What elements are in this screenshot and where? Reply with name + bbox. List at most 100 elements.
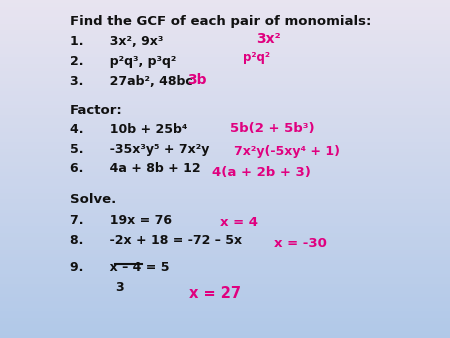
Bar (0, 74, 450, 78)
Bar (0, 277, 450, 281)
Bar (0, 98, 450, 101)
Bar (0, 284, 450, 287)
Bar (0, 0, 450, 3)
Bar (0, 149, 450, 152)
Bar (0, 41, 450, 44)
Text: 4.      10b + 25b⁴: 4. 10b + 25b⁴ (70, 123, 187, 136)
Bar (0, 3, 450, 7)
Bar (0, 183, 450, 186)
Bar (0, 152, 450, 155)
Bar (0, 71, 450, 74)
Bar (0, 20, 450, 24)
Bar (0, 88, 450, 91)
Bar (0, 240, 450, 243)
Bar (0, 68, 450, 71)
Bar (0, 199, 450, 203)
Bar (0, 108, 450, 112)
Bar (0, 220, 450, 223)
Bar (0, 294, 450, 297)
Bar (0, 324, 450, 328)
Bar (0, 331, 450, 335)
Bar (0, 105, 450, 108)
Text: 2.      p²q³, p³q²: 2. p²q³, p³q² (70, 55, 176, 68)
Bar (0, 304, 450, 308)
Bar (0, 145, 450, 149)
Text: x = 4: x = 4 (220, 216, 258, 228)
Bar (0, 270, 450, 274)
Bar (0, 51, 450, 54)
Bar (0, 216, 450, 220)
Text: 6.      4a + 8b + 12: 6. 4a + 8b + 12 (70, 162, 200, 175)
Text: 9.      x – 4 = 5: 9. x – 4 = 5 (70, 261, 169, 274)
Bar (0, 172, 450, 176)
Bar (0, 115, 450, 118)
Text: 3: 3 (115, 281, 123, 294)
Bar (0, 7, 450, 10)
Text: x = -30: x = -30 (274, 237, 328, 250)
Bar (0, 81, 450, 84)
Bar (0, 196, 450, 199)
Text: Factor:: Factor: (70, 104, 122, 117)
Bar (0, 57, 450, 61)
Text: Solve.: Solve. (70, 193, 116, 206)
Bar (0, 314, 450, 318)
Bar (0, 64, 450, 68)
Bar (0, 169, 450, 172)
Bar (0, 95, 450, 98)
Text: 1.      3x², 9x³: 1. 3x², 9x³ (70, 35, 163, 48)
Bar (0, 44, 450, 47)
Bar (0, 206, 450, 210)
Bar (0, 14, 450, 17)
Bar (0, 308, 450, 311)
Bar (0, 297, 450, 301)
Bar (0, 101, 450, 105)
Bar (0, 24, 450, 27)
Bar (0, 27, 450, 30)
Bar (0, 233, 450, 237)
Bar (0, 84, 450, 88)
Bar (0, 274, 450, 277)
Bar (0, 37, 450, 41)
Bar (0, 54, 450, 57)
Bar (0, 223, 450, 226)
Bar (0, 125, 450, 128)
Bar (0, 328, 450, 331)
Bar (0, 257, 450, 260)
Bar (0, 91, 450, 95)
Bar (0, 122, 450, 125)
Bar (0, 135, 450, 139)
Bar (0, 301, 450, 304)
Bar (0, 318, 450, 321)
Bar (0, 237, 450, 240)
Bar (0, 162, 450, 166)
Bar (0, 311, 450, 314)
Text: 4(a + 2b + 3): 4(a + 2b + 3) (212, 166, 310, 178)
Bar (0, 281, 450, 284)
Text: Find the GCF of each pair of monomials:: Find the GCF of each pair of monomials: (70, 15, 371, 28)
Bar (0, 139, 450, 142)
Bar (0, 230, 450, 233)
Bar (0, 287, 450, 291)
Bar (0, 17, 450, 20)
Text: 3b: 3b (187, 73, 206, 87)
Bar (0, 30, 450, 34)
Bar (0, 155, 450, 159)
Bar (0, 260, 450, 264)
Text: 3.      27ab², 48bc: 3. 27ab², 48bc (70, 75, 193, 88)
Bar (0, 128, 450, 132)
Bar (0, 213, 450, 216)
Bar (0, 179, 450, 183)
Text: 3x²: 3x² (256, 32, 281, 46)
Bar (0, 176, 450, 179)
Text: 8.      -2x + 18 = -72 – 5x: 8. -2x + 18 = -72 – 5x (70, 234, 242, 247)
Bar (0, 335, 450, 338)
Text: x = 27: x = 27 (189, 286, 241, 300)
Bar (0, 47, 450, 51)
Bar (0, 159, 450, 162)
Text: 7x²y(-5xy⁴ + 1): 7x²y(-5xy⁴ + 1) (234, 145, 340, 158)
Bar (0, 132, 450, 135)
Bar (0, 267, 450, 270)
Bar (0, 203, 450, 206)
Bar (0, 34, 450, 37)
Bar (0, 118, 450, 122)
